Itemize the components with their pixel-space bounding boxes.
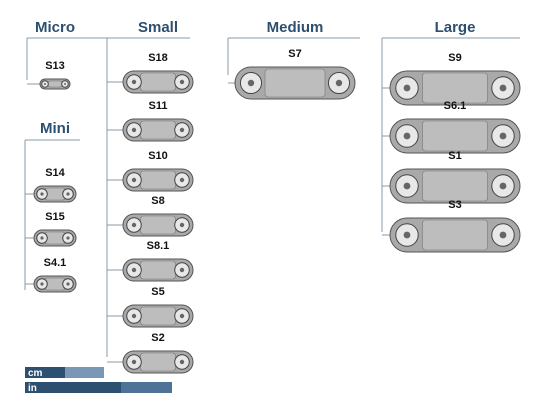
group-title: Medium [267, 19, 324, 36]
link-pin-center [40, 192, 44, 196]
link-plate [140, 170, 176, 190]
link-pin-center [131, 79, 137, 85]
link-label: S3 [448, 199, 461, 211]
link-label: S6.1 [444, 100, 467, 112]
link-pin-center [44, 83, 46, 85]
link-plate [47, 80, 63, 88]
link-pin-center [64, 83, 66, 85]
link-label: S7 [288, 48, 301, 60]
link-pin-center [499, 84, 507, 92]
scale-bar [25, 382, 121, 393]
link-pin-center [499, 231, 507, 239]
link-plate [140, 260, 176, 280]
link-plate [140, 352, 176, 372]
link-pin-center [131, 127, 137, 133]
link-label: S2 [151, 332, 164, 344]
link-label: S13 [45, 60, 65, 72]
link-label: S18 [148, 52, 168, 64]
link-pin-center [403, 231, 411, 239]
group-title: Small [138, 19, 178, 36]
group-title: Mini [40, 120, 70, 137]
link-label: S11 [149, 100, 168, 112]
group-title: Large [435, 19, 476, 36]
link-pin-center [66, 236, 70, 240]
link-plate [422, 219, 488, 251]
link-pin-center [40, 236, 44, 240]
link-plate [422, 120, 488, 152]
unit-label: cm [28, 368, 43, 379]
link-pin-center [403, 182, 411, 190]
link-pin-center [66, 282, 70, 286]
link-label: S8 [151, 195, 164, 207]
link-label: S14 [45, 167, 65, 179]
link-plate [140, 306, 176, 326]
link-pin-center [179, 127, 185, 133]
link-pin-center [247, 79, 255, 87]
link-pin-center [403, 84, 411, 92]
link-label: S5 [151, 286, 164, 298]
link-pin-center [499, 132, 507, 140]
link-pin-center [179, 267, 185, 273]
link-label: S9 [448, 52, 461, 64]
link-pin-center [131, 267, 137, 273]
link-label: S8.1 [147, 240, 170, 252]
link-plate [140, 72, 176, 92]
link-plate [422, 72, 488, 104]
scale-bar [25, 367, 65, 378]
link-pin-center [179, 222, 185, 228]
link-label: S4.1 [44, 257, 67, 269]
link-pin-center [66, 192, 70, 196]
unit-label: in [28, 383, 37, 394]
link-pin-center [179, 79, 185, 85]
link-pin-center [335, 79, 343, 87]
link-label: S15 [45, 211, 65, 223]
link-pin-center [179, 313, 185, 319]
link-plate [264, 68, 326, 98]
link-plate [422, 170, 488, 202]
link-pin-center [40, 282, 44, 286]
scale-bar [121, 382, 172, 393]
link-label: S10 [148, 150, 168, 162]
link-plate [140, 120, 176, 140]
link-plate [140, 215, 176, 235]
scale-bar [65, 367, 104, 378]
link-pin-center [179, 359, 185, 365]
link-pin-center [131, 359, 137, 365]
group-title: Micro [35, 19, 75, 36]
link-pin-center [499, 182, 507, 190]
link-label: S1 [448, 150, 461, 162]
link-pin-center [179, 177, 185, 183]
link-pin-center [131, 313, 137, 319]
link-pin-center [403, 132, 411, 140]
link-pin-center [131, 177, 137, 183]
link-pin-center [131, 222, 137, 228]
